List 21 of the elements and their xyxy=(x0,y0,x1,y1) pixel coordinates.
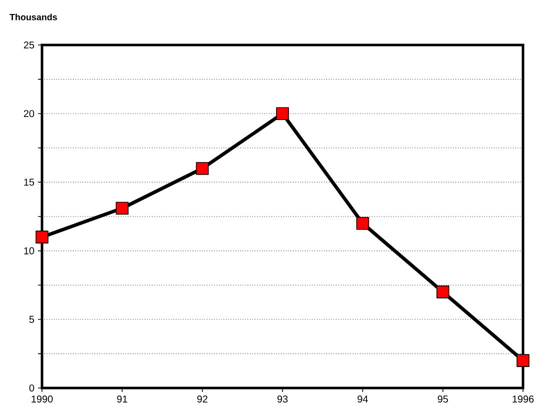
y-tick-label: 10 xyxy=(24,247,34,254)
x-tick-label: 93 xyxy=(277,396,288,403)
y-tick-label: 0 xyxy=(29,384,34,392)
point xyxy=(516,354,530,367)
x-tick-label: 91 xyxy=(117,396,128,403)
point xyxy=(116,202,129,215)
x-tick-label: 94 xyxy=(358,396,368,403)
point xyxy=(436,286,450,298)
x-tick-label: 92 xyxy=(197,396,208,403)
x-tick-label: 1996 xyxy=(512,396,534,403)
y-axis-title: Thousands xyxy=(10,14,57,20)
point xyxy=(36,230,48,244)
y-tick-label: 20 xyxy=(24,110,34,118)
y-tick-label: 5 xyxy=(29,316,34,323)
point xyxy=(356,216,370,230)
point xyxy=(196,162,209,175)
y-tick-label: 15 xyxy=(24,178,34,186)
point xyxy=(276,107,289,120)
y-tick-label: 25 xyxy=(24,41,34,49)
x-tick-label: 1990 xyxy=(32,396,53,403)
x-tick-label: 95 xyxy=(438,396,448,403)
